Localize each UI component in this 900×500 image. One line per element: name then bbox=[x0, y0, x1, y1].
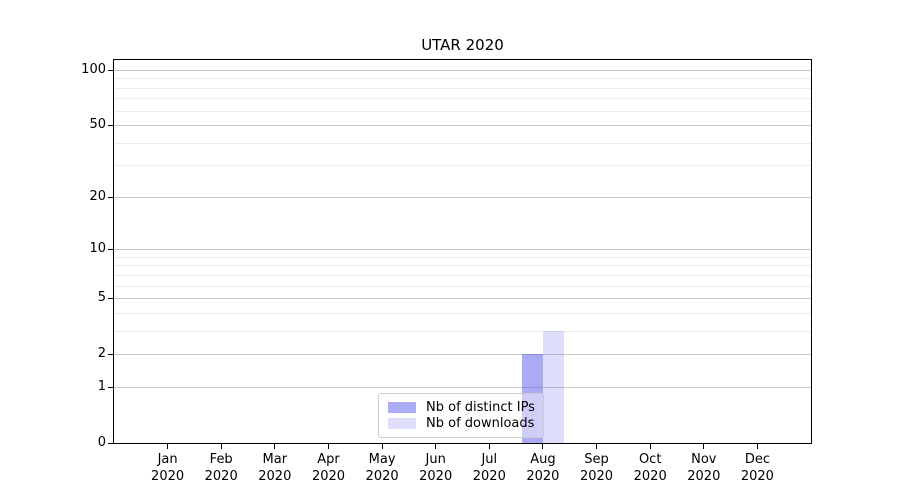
month-label: Sep bbox=[584, 452, 609, 467]
month-label: Apr bbox=[317, 452, 340, 467]
month-label: Jan bbox=[157, 452, 178, 467]
x-tick bbox=[756, 444, 758, 449]
y-tick bbox=[108, 354, 113, 356]
month-label: Mar bbox=[262, 452, 288, 467]
month-label: May bbox=[368, 452, 396, 467]
y-tick bbox=[108, 69, 113, 71]
y-tick bbox=[108, 125, 113, 126]
gridline-major bbox=[114, 298, 811, 300]
x-tick bbox=[488, 444, 490, 449]
legend-label-downloads: Nb of downloads bbox=[426, 416, 535, 432]
x-tick-label: Oct 2020 bbox=[618, 452, 682, 485]
month-label: Dec bbox=[744, 452, 770, 467]
y-tick-label: 100 bbox=[81, 61, 106, 77]
y-tick-label: 20 bbox=[89, 188, 106, 204]
year-label: 2020 bbox=[740, 468, 774, 484]
month-label: Nov bbox=[691, 452, 717, 467]
chart-title: UTAR 2020 bbox=[421, 36, 504, 54]
x-tick-label: Feb 2020 bbox=[189, 452, 253, 485]
x-tick-label: Jan 2020 bbox=[136, 452, 200, 485]
x-tick-label: Aug 2020 bbox=[511, 452, 575, 485]
gridline-minor bbox=[114, 285, 811, 287]
gridline-minor bbox=[114, 165, 811, 167]
year-label: 2020 bbox=[419, 468, 453, 484]
year-label: 2020 bbox=[204, 468, 238, 484]
gridline-major bbox=[114, 69, 811, 71]
gridline-major bbox=[114, 196, 811, 198]
gridline-minor bbox=[114, 274, 811, 276]
gridline-minor bbox=[114, 87, 811, 89]
gridline-minor bbox=[114, 330, 811, 332]
x-tick-label: Jun 2020 bbox=[404, 452, 468, 485]
y-tick-label: 2 bbox=[97, 346, 106, 362]
y-tick-label: 10 bbox=[89, 241, 106, 257]
gridline-minor bbox=[114, 78, 811, 80]
x-tick-label: Jul 2020 bbox=[457, 452, 521, 485]
bar-downloads bbox=[542, 330, 565, 443]
gridline-minor bbox=[114, 110, 811, 112]
gridline-major bbox=[114, 125, 811, 126]
y-tick-label: 50 bbox=[89, 117, 106, 132]
x-tick bbox=[328, 444, 329, 449]
x-tick bbox=[274, 444, 276, 449]
month-label: Jun bbox=[425, 452, 446, 467]
x-tick bbox=[596, 444, 597, 449]
month-label: Oct bbox=[638, 452, 662, 467]
legend-label-distinct-ips: Nb of distinct IPs bbox=[426, 399, 535, 415]
year-label: 2020 bbox=[472, 468, 506, 484]
year-label: 2020 bbox=[526, 468, 560, 484]
x-tick bbox=[542, 444, 544, 449]
year-label: 2020 bbox=[258, 468, 292, 484]
x-tick bbox=[381, 444, 383, 449]
x-tick-label: Apr 2020 bbox=[297, 452, 361, 485]
legend: Nb of distinct IPs Nb of downloads bbox=[378, 393, 544, 438]
y-tick bbox=[108, 249, 113, 251]
y-tick-label: 1 bbox=[97, 378, 106, 394]
plot-area bbox=[113, 59, 812, 444]
gridline-minor bbox=[114, 142, 811, 144]
legend-swatch-distinct-ips bbox=[388, 401, 416, 413]
gridline-minor bbox=[114, 312, 811, 314]
y-tick bbox=[108, 443, 113, 444]
legend-swatch-downloads bbox=[388, 418, 416, 430]
x-tick bbox=[435, 444, 437, 449]
x-tick bbox=[167, 444, 169, 449]
year-label: 2020 bbox=[579, 468, 614, 484]
gridline-major bbox=[114, 386, 811, 388]
x-tick-label: May 2020 bbox=[350, 452, 414, 485]
gridline-minor bbox=[114, 98, 811, 100]
gridline-major bbox=[114, 249, 811, 251]
month-label: Jul bbox=[481, 452, 498, 467]
y-tick-label: 5 bbox=[97, 290, 106, 306]
month-label: Feb bbox=[209, 452, 233, 467]
x-tick bbox=[220, 444, 222, 449]
y-tick bbox=[108, 196, 113, 198]
bar-distinct-ips bbox=[521, 354, 543, 443]
month-label: Aug bbox=[530, 452, 556, 467]
y-tick bbox=[108, 386, 113, 388]
legend-item-distinct-ips: Nb of distinct IPs bbox=[388, 399, 535, 415]
gridline-major bbox=[114, 354, 811, 356]
y-tick-label: 0 bbox=[97, 435, 106, 450]
legend-item-downloads: Nb of downloads bbox=[388, 416, 534, 431]
x-tick-label: Dec 2020 bbox=[725, 452, 789, 485]
x-tick-label: Sep 2020 bbox=[565, 452, 629, 485]
year-label: 2020 bbox=[633, 468, 667, 484]
year-label: 2020 bbox=[151, 468, 185, 484]
x-tick-label: Nov 2020 bbox=[672, 452, 736, 485]
year-label: 2020 bbox=[687, 468, 721, 484]
year-label: 2020 bbox=[365, 468, 399, 484]
y-tick bbox=[108, 298, 113, 300]
gridline-minor bbox=[114, 256, 811, 258]
year-label: 2020 bbox=[311, 468, 346, 484]
x-tick bbox=[649, 444, 651, 449]
x-tick-label: Mar 2020 bbox=[243, 452, 307, 485]
gridline-minor bbox=[114, 265, 811, 267]
x-tick bbox=[703, 444, 705, 449]
